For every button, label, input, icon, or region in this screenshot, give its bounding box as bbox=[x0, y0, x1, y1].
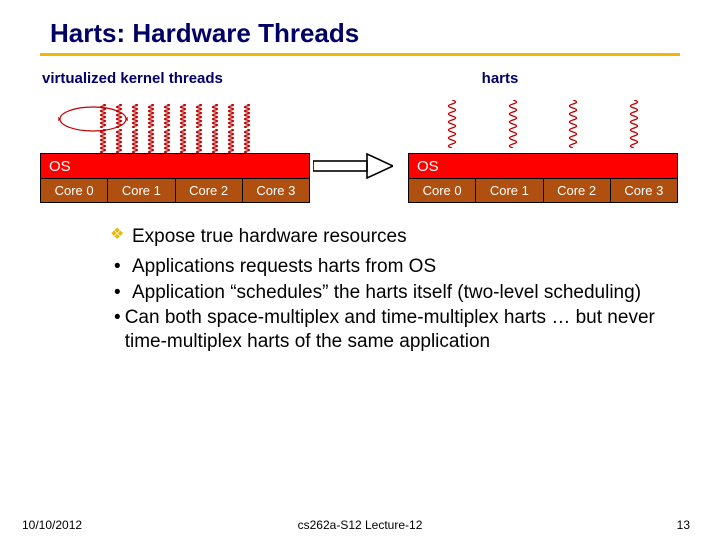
spring-icon bbox=[177, 104, 189, 153]
footer-page: 13 bbox=[677, 518, 690, 532]
os-bar-left: OS bbox=[40, 153, 310, 179]
label-harts: harts bbox=[340, 70, 720, 87]
core-cell: Core 0 bbox=[41, 179, 108, 202]
spring-icon bbox=[209, 104, 221, 153]
diagram-row: /* rendered below */ OS Core 0Core 1Core… bbox=[0, 93, 720, 203]
list-item: •Application “schedules” the harts itsel… bbox=[114, 281, 660, 305]
sub-bullets: •Applications requests harts from OS•App… bbox=[114, 255, 660, 354]
core-cell: Core 1 bbox=[476, 179, 543, 202]
spring-icon bbox=[161, 104, 173, 153]
slide-title: Harts: Hardware Threads bbox=[0, 0, 720, 53]
harts-springs bbox=[408, 93, 678, 153]
footer-date: 10/10/2012 bbox=[22, 518, 82, 532]
spring-icon bbox=[129, 104, 141, 153]
core-cell: Core 2 bbox=[544, 179, 611, 202]
spring-icon bbox=[225, 104, 237, 153]
bullet-dot-icon: • bbox=[114, 281, 132, 305]
list-item: •Applications requests harts from OS bbox=[114, 255, 660, 279]
spring-icon bbox=[565, 100, 581, 153]
diamond-bullet-icon: ❖ bbox=[110, 225, 132, 249]
sub-bullet-text: Applications requests harts from OS bbox=[132, 255, 436, 279]
spring-icon bbox=[505, 100, 521, 153]
virtualized-springs: /* rendered below */ bbox=[40, 93, 310, 153]
body-text: ❖ Expose true hardware resources •Applic… bbox=[110, 225, 660, 354]
title-underline bbox=[40, 53, 680, 56]
spring-icon bbox=[97, 104, 109, 153]
sub-bullet-text: Can both space-multiplex and time-multip… bbox=[125, 306, 660, 354]
cores-row-right: Core 0Core 1Core 2Core 3 bbox=[408, 179, 678, 203]
labels-row: virtualized kernel threads harts bbox=[0, 70, 720, 87]
spring-icon bbox=[444, 100, 460, 153]
core-cell: Core 3 bbox=[243, 179, 309, 202]
core-cell: Core 2 bbox=[176, 179, 243, 202]
cores-row-left: Core 0Core 1Core 2Core 3 bbox=[40, 179, 310, 203]
spring-icon bbox=[193, 104, 205, 153]
label-virtualized: virtualized kernel threads bbox=[0, 70, 340, 87]
main-bullet-text: Expose true hardware resources bbox=[132, 225, 407, 249]
core-cell: Core 3 bbox=[611, 179, 677, 202]
list-item: •Can both space-multiplex and time-multi… bbox=[114, 306, 660, 354]
spring-icon bbox=[241, 104, 253, 153]
left-diagram: /* rendered below */ OS Core 0Core 1Core… bbox=[40, 93, 310, 203]
spring-icon bbox=[113, 104, 125, 153]
spring-icon bbox=[626, 100, 642, 153]
core-cell: Core 0 bbox=[409, 179, 476, 202]
os-bar-right: OS bbox=[408, 153, 678, 179]
right-diagram: OS Core 0Core 1Core 2Core 3 bbox=[408, 93, 678, 203]
main-bullet: ❖ Expose true hardware resources bbox=[110, 225, 660, 249]
spring-icon bbox=[145, 104, 157, 153]
footer-course: cs262a-S12 Lecture-12 bbox=[298, 518, 423, 532]
core-cell: Core 1 bbox=[108, 179, 175, 202]
arrow-icon bbox=[310, 151, 396, 203]
sub-bullet-text: Application “schedules” the harts itself… bbox=[132, 281, 641, 305]
bullet-dot-icon: • bbox=[114, 255, 132, 279]
slide-footer: 10/10/2012 cs262a-S12 Lecture-12 13 bbox=[0, 518, 720, 532]
bullet-dot-icon: • bbox=[114, 306, 125, 354]
